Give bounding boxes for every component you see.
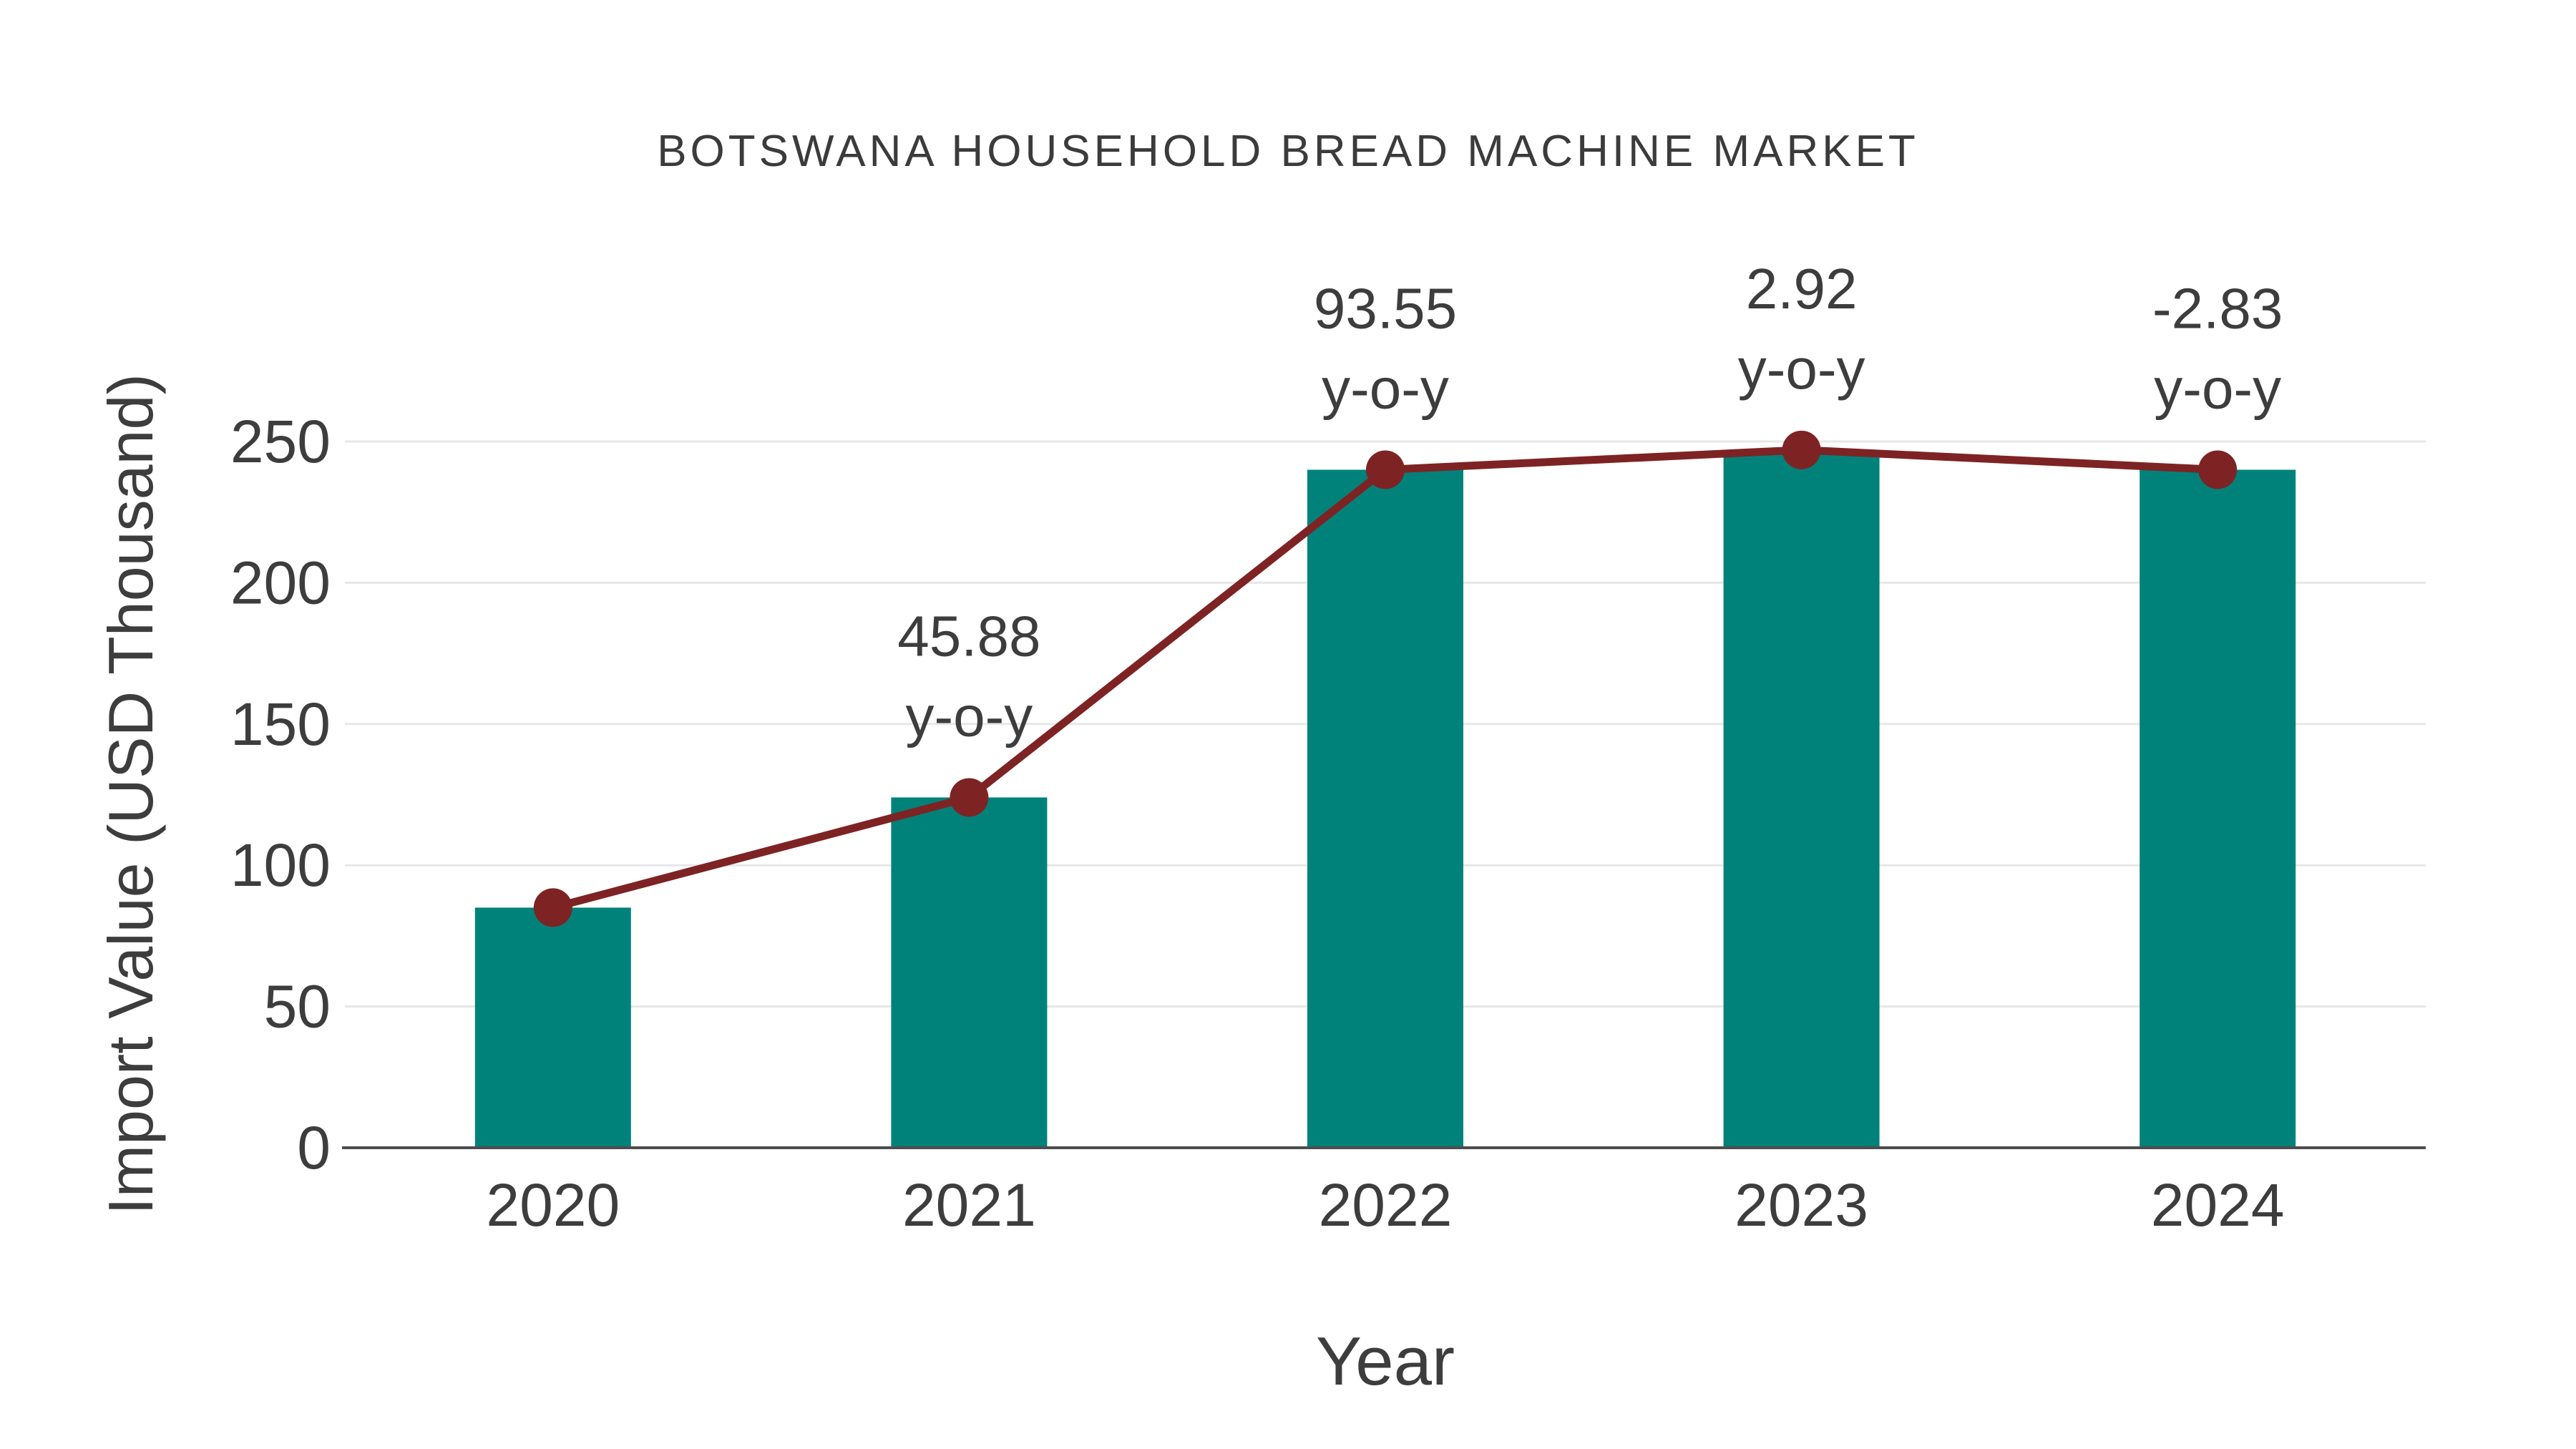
y-tick-label-250: 250 — [230, 408, 331, 475]
bar-2023 — [1723, 449, 1880, 1148]
x-tick-label-2023: 2023 — [1735, 1171, 1868, 1239]
x-tick-label-2020: 2020 — [486, 1171, 620, 1239]
y-tick-label-50: 50 — [264, 973, 331, 1040]
marker-2024 — [2198, 450, 2238, 489]
annotation-value-2022: 93.55 — [1314, 276, 1457, 340]
annotation-value-2021: 45.88 — [897, 604, 1040, 668]
bar-2024 — [2140, 469, 2296, 1148]
marker-2023 — [1782, 430, 1821, 469]
y-tick-label-100: 100 — [230, 831, 331, 899]
marker-2021 — [950, 778, 989, 817]
annotation-yoy-2023: y-o-y — [1738, 337, 1865, 401]
x-tick-label-2024: 2024 — [2151, 1171, 2285, 1239]
y-tick-label-0: 0 — [297, 1114, 331, 1181]
annotation-yoy-2024: y-o-y — [2154, 356, 2281, 420]
bar-2021 — [891, 797, 1048, 1148]
annotation-value-2024: -2.83 — [2152, 276, 2283, 340]
y-tick-label-200: 200 — [230, 549, 331, 616]
x-tick-label-2021: 2021 — [902, 1171, 1036, 1239]
bar-2020 — [474, 907, 631, 1148]
x-axis-title: Year — [1316, 1323, 1455, 1400]
marker-2022 — [1366, 450, 1405, 489]
annotation-yoy-2022: y-o-y — [1322, 356, 1449, 420]
annotation-yoy-2021: y-o-y — [906, 684, 1033, 748]
x-tick-label-2022: 2022 — [1319, 1171, 1453, 1239]
bar-2022 — [1307, 469, 1463, 1148]
y-tick-label-150: 150 — [230, 691, 331, 758]
annotation-value-2023: 2.92 — [1746, 257, 1858, 321]
marker-2020 — [533, 888, 572, 927]
chart-title: BOTSWANA HOUSEHOLD BREAD MACHINE MARKET — [657, 127, 1919, 176]
